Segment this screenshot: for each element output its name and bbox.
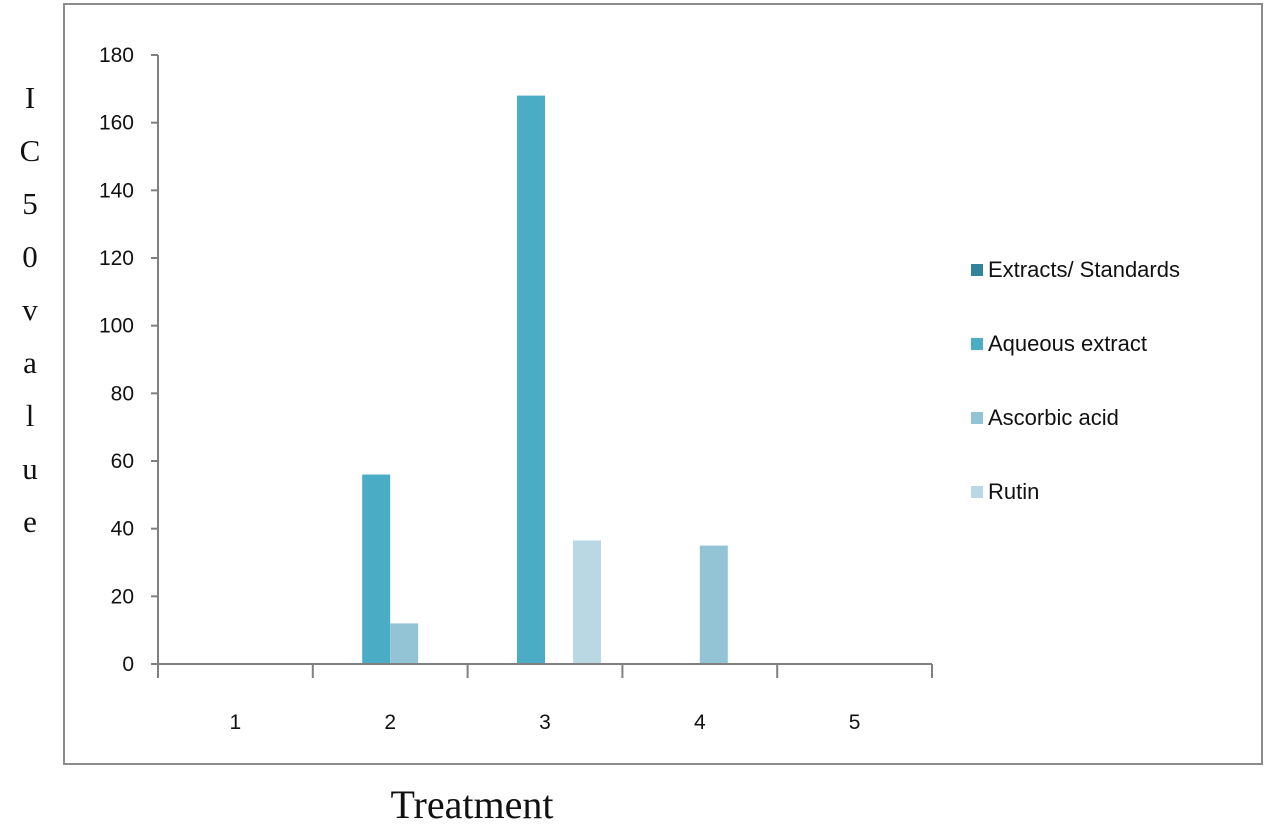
x-axis-label: Treatment bbox=[391, 782, 554, 827]
y-axis-label-char: 0 bbox=[22, 239, 38, 274]
bar-ascorbic-acid-4 bbox=[699, 545, 728, 664]
y-axis-label-char: u bbox=[22, 451, 38, 486]
x-tick-label: 5 bbox=[849, 711, 861, 734]
x-tick-label: 3 bbox=[539, 711, 551, 734]
y-tick-label: 160 bbox=[99, 112, 134, 135]
x-tick-label: 4 bbox=[694, 711, 706, 734]
bar-rutin-3 bbox=[573, 540, 601, 664]
y-tick-label: 140 bbox=[99, 179, 134, 202]
y-tick-label: 120 bbox=[99, 247, 134, 270]
y-axis-label-char: l bbox=[26, 398, 35, 433]
bar-aqueous-extract-2 bbox=[362, 474, 391, 664]
legend-swatch bbox=[971, 412, 983, 424]
legend: Extracts/ Standards Aqueous extract Ascorb… bbox=[971, 257, 1180, 504]
legend-swatch bbox=[971, 264, 983, 276]
x-tick-label: 1 bbox=[230, 711, 242, 734]
bar-aqueous-extract-3 bbox=[517, 95, 545, 665]
y-axis-label-char: 5 bbox=[22, 186, 38, 221]
y-axis-label-char: a bbox=[23, 345, 37, 380]
y-tick-label: 80 bbox=[111, 382, 134, 405]
axes-group bbox=[151, 54, 933, 678]
y-axis-label-char: e bbox=[23, 504, 37, 539]
legend-swatch bbox=[971, 486, 983, 498]
bars-group bbox=[362, 95, 728, 665]
y-tick-label: 180 bbox=[99, 44, 134, 67]
y-axis-label-char: I bbox=[25, 80, 35, 115]
y-tick-labels: 0 20 40 60 80 100 120 140 160 180 bbox=[99, 44, 134, 676]
y-axis-label-char: C bbox=[20, 133, 41, 168]
bar-ascorbic-acid-2 bbox=[390, 623, 419, 664]
y-tick-label: 20 bbox=[111, 585, 134, 608]
legend-label: Rutin bbox=[988, 479, 1039, 504]
y-tick-label: 0 bbox=[122, 653, 134, 676]
y-tick-label: 60 bbox=[111, 450, 134, 473]
x-tick-labels: 1 2 3 4 5 bbox=[230, 711, 861, 734]
y-tick-label: 100 bbox=[99, 315, 134, 338]
legend-label: Ascorbic acid bbox=[988, 405, 1119, 430]
x-tick-label: 2 bbox=[384, 711, 396, 734]
y-tick-label: 40 bbox=[111, 518, 134, 541]
y-axis-label-char: v bbox=[22, 292, 38, 327]
legend-swatch bbox=[971, 338, 983, 350]
chart-frame bbox=[63, 3, 1263, 765]
legend-label: Extracts/ Standards bbox=[988, 257, 1180, 282]
legend-label: Aqueous extract bbox=[988, 331, 1147, 356]
